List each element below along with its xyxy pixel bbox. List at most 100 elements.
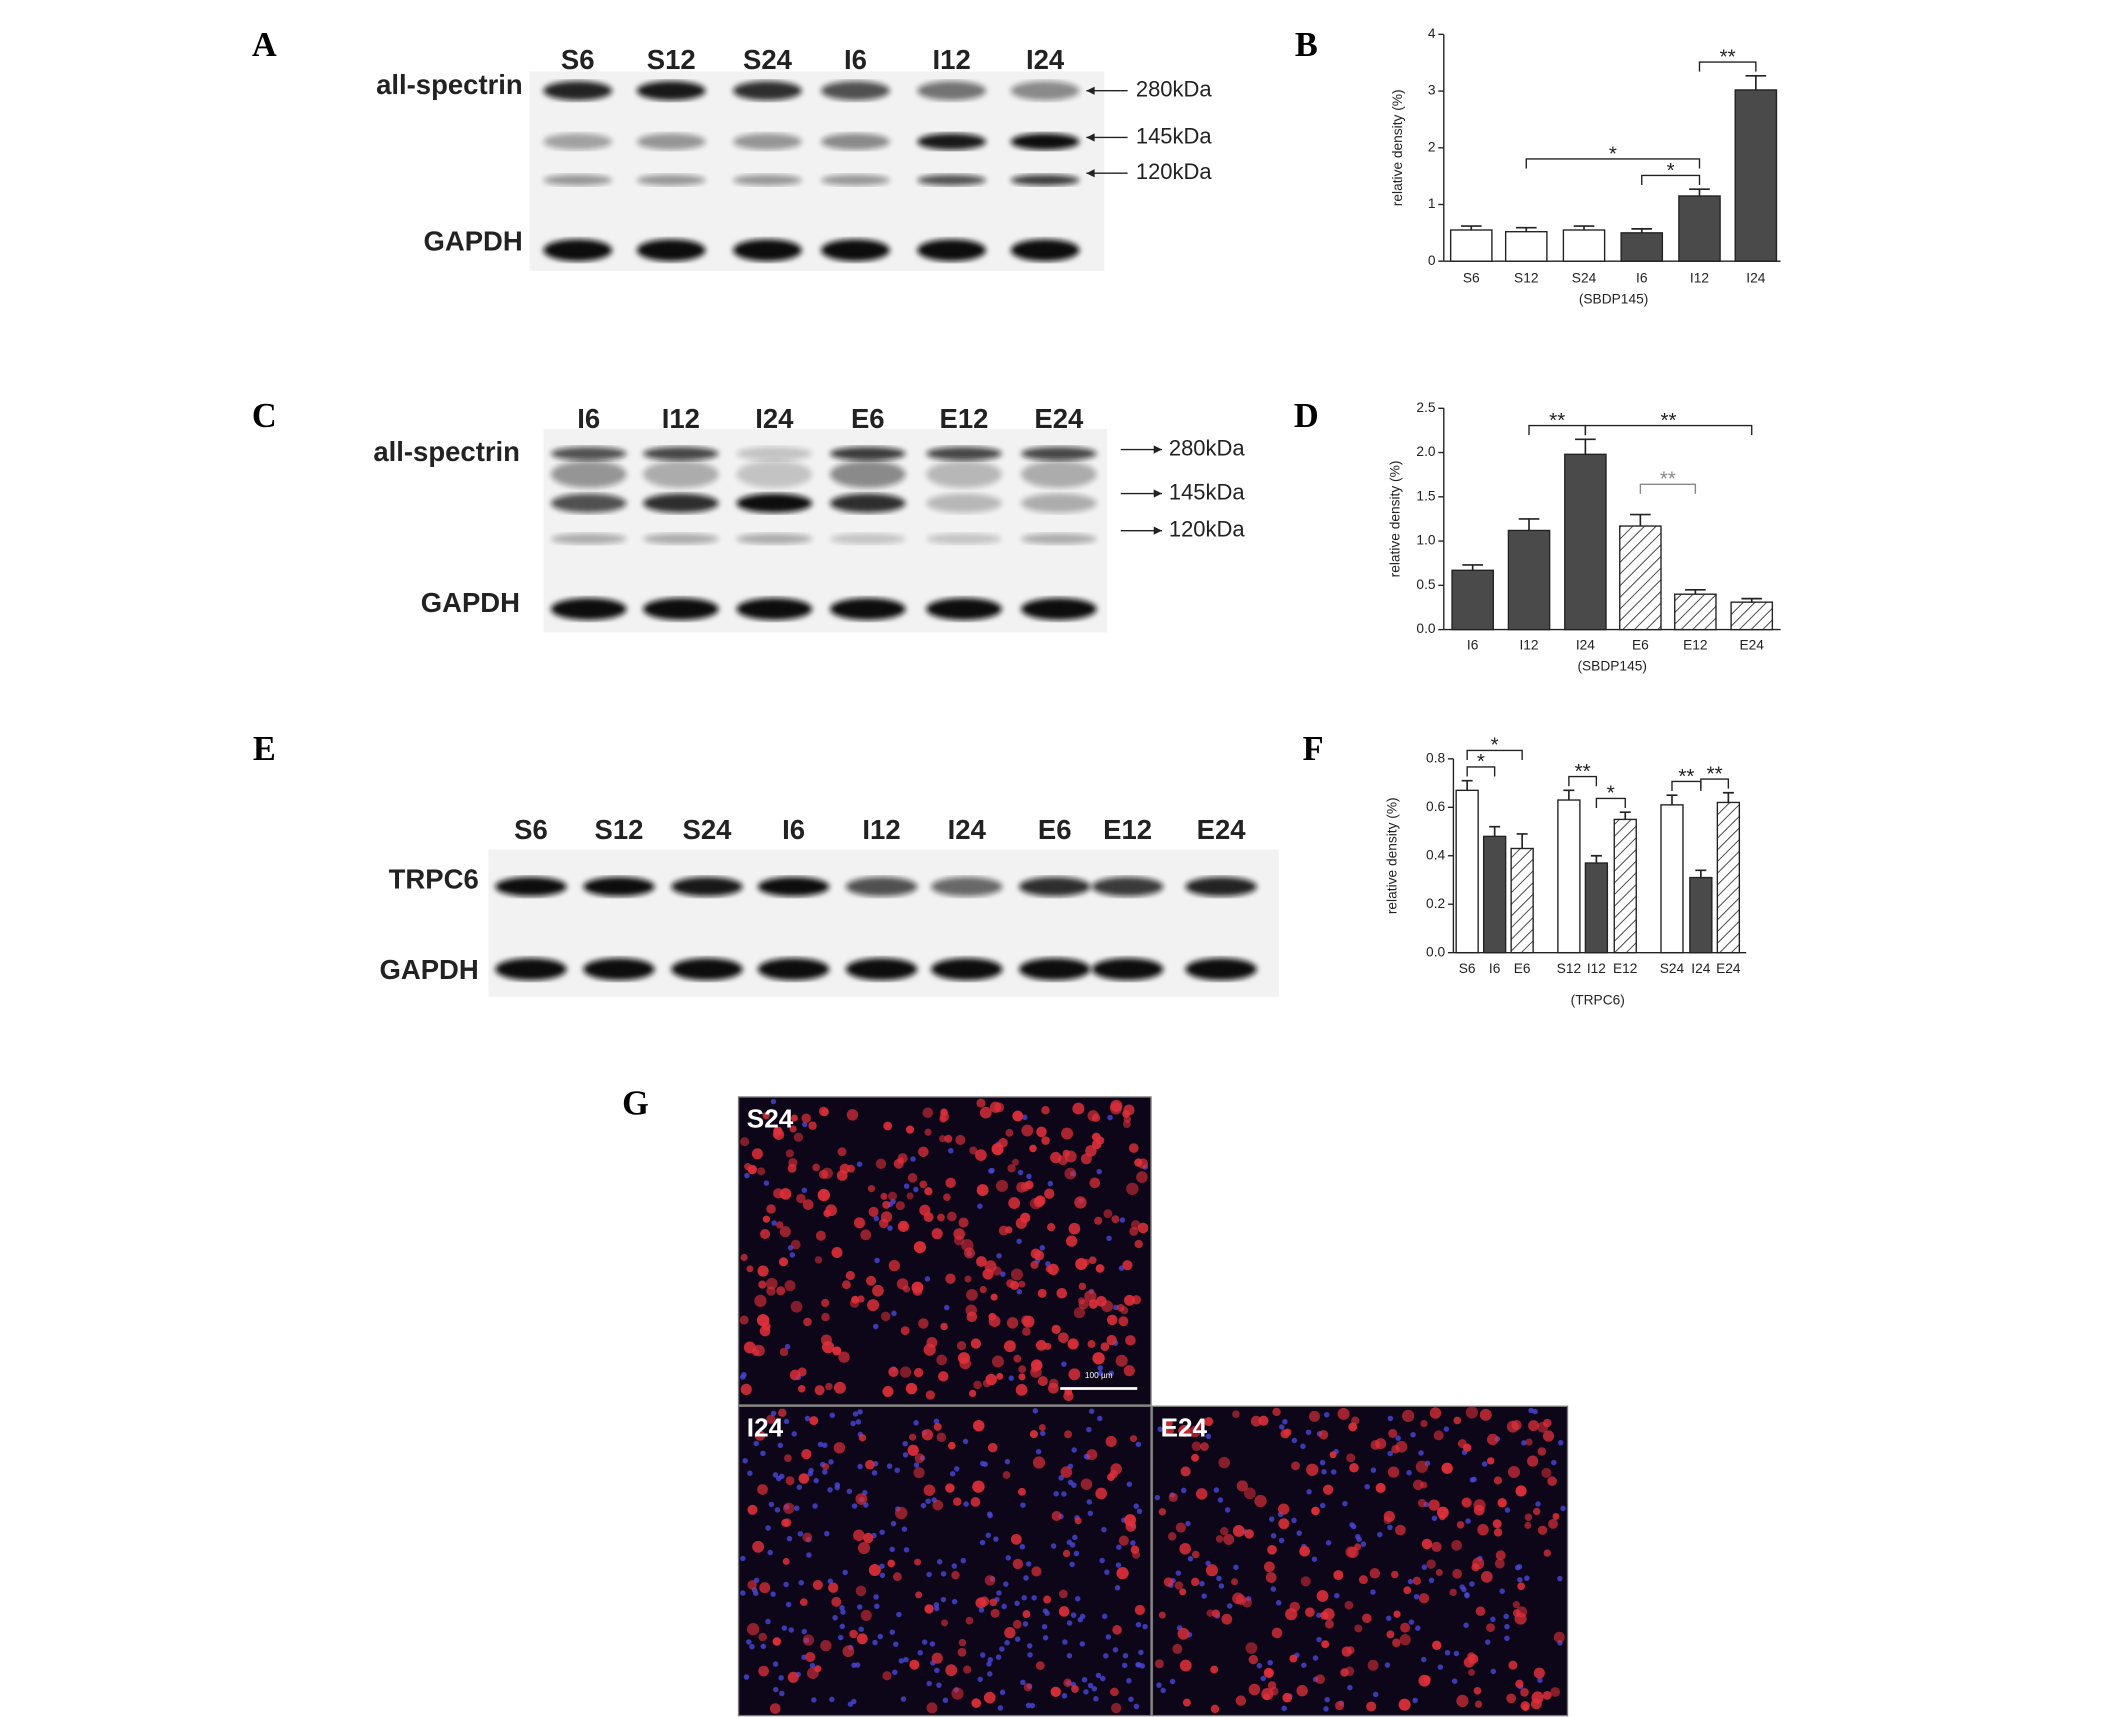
cell (1065, 1235, 1078, 1247)
nucleus (1306, 1489, 1312, 1495)
cell (1349, 1463, 1359, 1473)
nucleus (760, 1643, 767, 1650)
y-tick-label: 4 (1428, 26, 1436, 41)
cell (918, 1146, 929, 1158)
cell (1452, 1568, 1463, 1579)
nucleus (744, 1172, 750, 1179)
cell (747, 1164, 757, 1175)
cell (802, 1634, 815, 1646)
cell (1044, 1188, 1055, 1199)
nucleus (1061, 1361, 1067, 1367)
cell (1105, 1435, 1117, 1447)
bar (1562, 229, 1606, 262)
blot-band (550, 493, 627, 513)
cell (758, 1280, 767, 1289)
blot-band (643, 597, 719, 620)
cell (1232, 1525, 1245, 1537)
cell (1244, 1487, 1256, 1500)
nucleus (1218, 1583, 1225, 1589)
blot-band (917, 174, 987, 186)
cell (821, 1298, 830, 1308)
cell (1005, 1128, 1014, 1137)
nucleus (1267, 1659, 1273, 1666)
nucleus (1330, 1469, 1337, 1475)
nucleus (1142, 1623, 1148, 1630)
cell (900, 1326, 910, 1336)
nucleus (783, 1581, 789, 1588)
cell (924, 1128, 932, 1136)
nucleus (987, 1656, 994, 1663)
cell (913, 1241, 926, 1254)
cell (1291, 1461, 1300, 1471)
panel-label: C (252, 397, 277, 435)
cell (1236, 1480, 1248, 1492)
cell (976, 1098, 986, 1108)
cell (1136, 1171, 1148, 1183)
nucleus (1095, 1672, 1102, 1679)
cell (1245, 1642, 1258, 1654)
cell (1118, 1535, 1129, 1546)
cell (1311, 1506, 1320, 1516)
cell (868, 1206, 879, 1217)
y-tick-label: 0.0 (1426, 944, 1445, 959)
nucleus (929, 1641, 936, 1647)
cell (923, 1343, 936, 1356)
nucleus (1413, 1593, 1420, 1600)
cell (953, 1497, 962, 1506)
nucleus (1185, 1520, 1191, 1527)
significance-label: * (1609, 142, 1617, 165)
nucleus (1321, 1469, 1327, 1475)
error-bar (1515, 226, 1537, 232)
nucleus (1160, 1687, 1166, 1694)
cell (1128, 1143, 1139, 1153)
nucleus (874, 1257, 880, 1264)
nucleus (1135, 1621, 1142, 1628)
cell (833, 1381, 846, 1394)
nucleus (1004, 1639, 1010, 1646)
nucleus (1270, 1533, 1277, 1539)
nucleus (1316, 1612, 1322, 1618)
nucleus (785, 1601, 792, 1608)
nucleus (1035, 1448, 1042, 1455)
blot-band (671, 877, 743, 897)
cell (1048, 1382, 1059, 1394)
nucleus (936, 1559, 943, 1565)
y-tick-label: 0.4 (1426, 847, 1445, 862)
nucleus (894, 1467, 901, 1473)
cell (1473, 1504, 1485, 1516)
cell (969, 1146, 978, 1155)
nucleus (749, 1643, 755, 1650)
cell (965, 1616, 974, 1625)
blot-band (1021, 446, 1097, 461)
blot-band (1019, 877, 1091, 897)
nucleus (913, 1462, 920, 1468)
cell (911, 1281, 924, 1294)
nucleus (1100, 1675, 1106, 1682)
significance-label: * (1667, 159, 1675, 182)
cell (1471, 1563, 1480, 1572)
cell (1056, 1287, 1068, 1299)
nucleus (1114, 1585, 1121, 1591)
nucleus (887, 1225, 893, 1231)
cell (1264, 1668, 1273, 1677)
cell (751, 1148, 763, 1160)
nucleus (1431, 1515, 1438, 1522)
nucleus (1040, 1430, 1046, 1437)
cell (1058, 1332, 1069, 1344)
nucleus (1104, 1569, 1110, 1575)
cell (971, 1698, 982, 1708)
cell (1486, 1457, 1495, 1465)
nucleus (1443, 1426, 1450, 1432)
cell (931, 1228, 943, 1240)
cell (945, 1273, 956, 1284)
nucleus (921, 1639, 928, 1645)
micrograph-label: I24 (747, 1413, 784, 1443)
cell (1515, 1679, 1524, 1688)
nucleus (910, 1156, 916, 1162)
cell (1316, 1590, 1329, 1602)
nucleus (1319, 1502, 1326, 1509)
cell (1078, 1297, 1085, 1305)
cell (1022, 1327, 1031, 1336)
cell (955, 1134, 966, 1145)
nucleus (854, 1662, 861, 1668)
